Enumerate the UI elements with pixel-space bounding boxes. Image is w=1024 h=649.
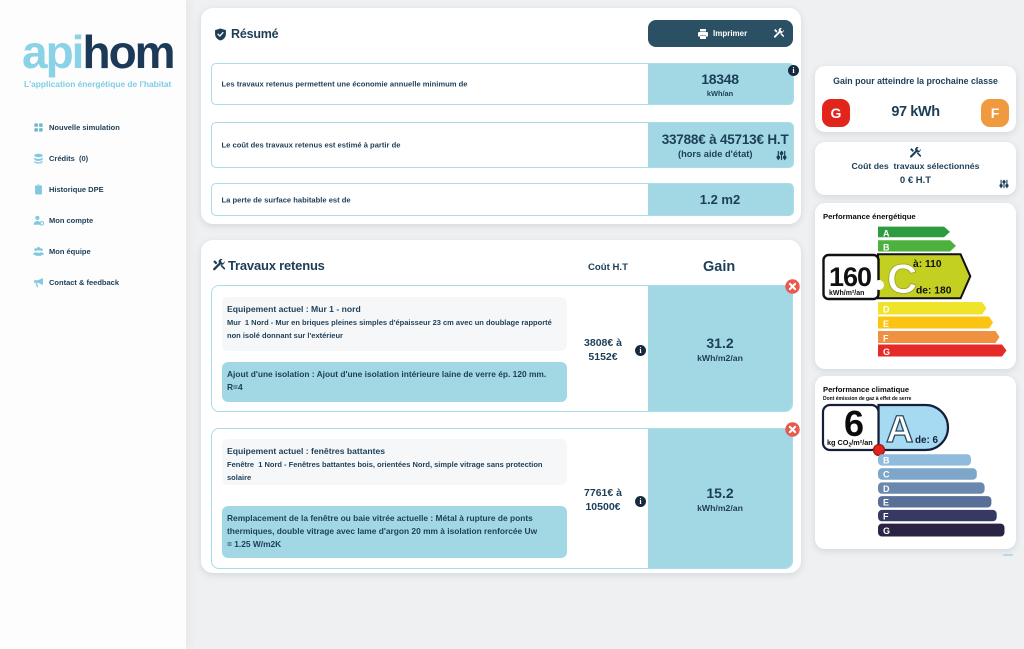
svg-text:Dont émission de gaz à effet d: Dont émission de gaz à effet de serre <box>823 396 912 402</box>
svg-text:F: F <box>883 511 889 521</box>
svg-text:G: G <box>883 347 890 357</box>
svg-text:B: B <box>883 456 890 466</box>
svg-text:de: 180: de: 180 <box>916 286 952 297</box>
svg-text:160: 160 <box>829 262 871 292</box>
svg-text:B: B <box>883 242 890 252</box>
svg-text:E: E <box>883 319 889 329</box>
svg-text:Performance énergétique: Performance énergétique <box>823 212 916 221</box>
svg-text:A: A <box>886 409 913 451</box>
svg-text:D: D <box>883 305 890 315</box>
svg-text:6: 6 <box>844 403 864 444</box>
svg-text:C: C <box>883 470 890 480</box>
svg-text:à: 110: à: 110 <box>913 259 942 270</box>
svg-text:D: D <box>883 484 890 494</box>
svg-text:Performance climatique: Performance climatique <box>823 385 909 394</box>
svg-text:E: E <box>883 498 889 508</box>
svg-text:G: G <box>883 526 890 536</box>
svg-text:kWh/m²/an: kWh/m²/an <box>829 290 864 297</box>
svg-text:C: C <box>887 255 917 302</box>
svg-text:F: F <box>883 334 889 344</box>
svg-text:kg CO2/m²/an: kg CO2/m²/an <box>827 438 873 449</box>
svg-text:de: 6: de: 6 <box>915 435 939 446</box>
svg-text:A: A <box>883 228 890 238</box>
